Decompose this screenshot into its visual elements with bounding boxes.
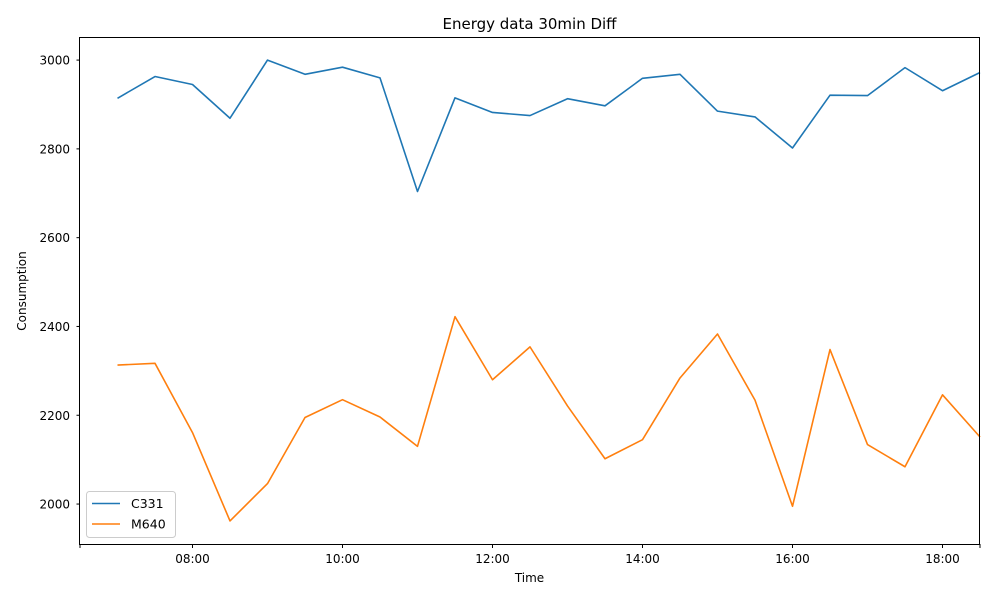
y-axis-label: Consumption xyxy=(15,251,29,330)
x-tick-label: 08:00 xyxy=(175,552,210,566)
y-tick-label: 2600 xyxy=(39,231,70,245)
y-tick-label: 2400 xyxy=(39,320,70,334)
x-tick-label: 10:00 xyxy=(325,552,360,566)
y-tick-label: 2000 xyxy=(39,498,70,512)
x-axis-label: Time xyxy=(514,571,544,585)
y-axis-ticks: 2000 2200 2400 2600 2800 3000 xyxy=(39,54,80,512)
plot-frame xyxy=(79,37,980,545)
y-tick-label: 3000 xyxy=(39,54,70,68)
legend: C331 M640 xyxy=(86,491,176,538)
y-tick-label: 2800 xyxy=(39,142,70,156)
chart-title: Energy data 30min Diff xyxy=(442,15,617,33)
legend-label: C331 xyxy=(131,496,164,511)
x-tick-label: 18:00 xyxy=(925,552,960,566)
x-tick-label: 12:00 xyxy=(475,552,510,566)
series-line-m640 xyxy=(117,315,981,522)
plot-lines xyxy=(117,59,981,522)
x-axis-ticks: 08:00 10:00 12:00 14:00 16:00 18:00 xyxy=(79,544,981,566)
x-tick-label: 14:00 xyxy=(625,552,660,566)
y-tick-label: 2200 xyxy=(39,409,70,423)
legend-label: M640 xyxy=(131,517,166,532)
x-tick-label: 16:00 xyxy=(775,552,810,566)
series-line-c331 xyxy=(117,59,981,193)
